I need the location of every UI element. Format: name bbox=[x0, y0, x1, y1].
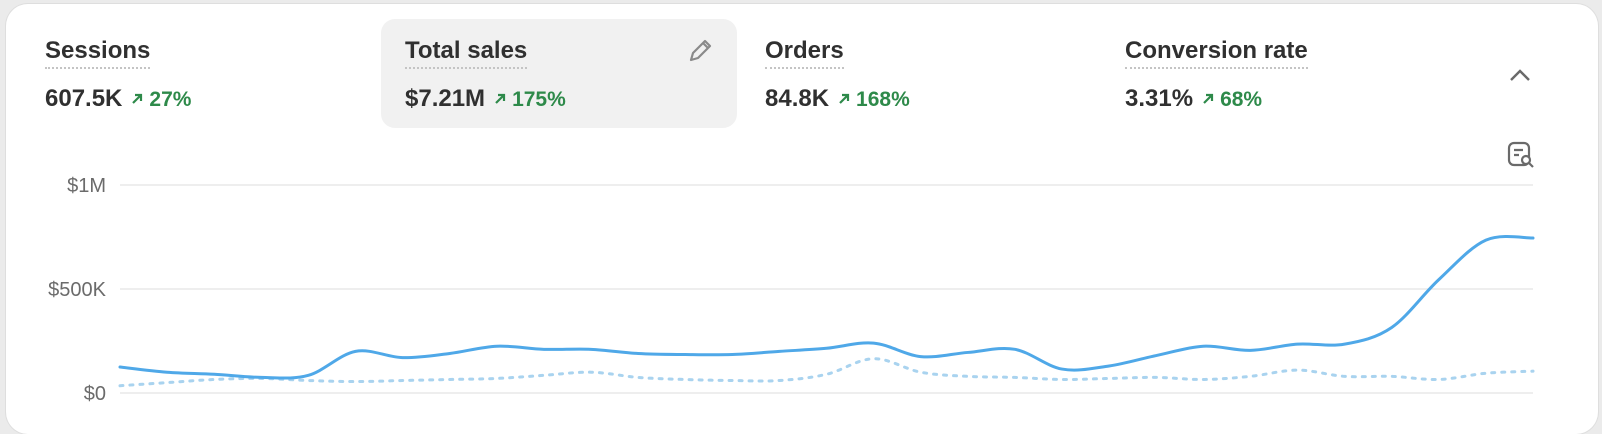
metric-row: 84.8K 168% bbox=[765, 85, 910, 113]
metric-row: $7.21M 175% bbox=[405, 85, 566, 113]
metric-change: 175% bbox=[493, 88, 566, 111]
metric-value: $7.21M bbox=[405, 85, 486, 112]
metric-change: 168% bbox=[837, 88, 910, 111]
y-tick-label: $500K bbox=[48, 279, 106, 301]
metric-row: 3.31% 68% bbox=[1125, 85, 1262, 113]
change-value: 27% bbox=[149, 88, 192, 111]
up-arrow bbox=[495, 93, 506, 104]
up-arrow bbox=[132, 93, 143, 104]
up-arrow bbox=[1203, 93, 1214, 104]
metric-row: 607.5K 27% bbox=[45, 85, 191, 113]
metric-tab[interactable]: Sessions 607.5K 27% bbox=[21, 19, 377, 128]
analytics-card: Sessions 607.5K 27% Total sales $7.21M 175% Or… bbox=[6, 4, 1598, 434]
metric-value: 3.31% bbox=[1125, 85, 1194, 112]
metric-change: 27% bbox=[130, 88, 191, 111]
metric-tab[interactable]: Orders 84.8K 168% bbox=[741, 19, 1097, 128]
up-arrow bbox=[839, 93, 850, 104]
metric-value: 84.8K bbox=[765, 85, 830, 112]
metric-label: Conversion rate bbox=[1125, 37, 1308, 69]
explore-icon[interactable] bbox=[1506, 140, 1536, 170]
metric-label: Orders bbox=[765, 37, 844, 69]
metric-value: 607.5K bbox=[45, 85, 123, 112]
page: Sessions 607.5K 27% Total sales $7.21M 175% Or… bbox=[6, 4, 1598, 434]
collapse-icon[interactable] bbox=[1508, 66, 1532, 84]
change-value: 168% bbox=[856, 88, 910, 111]
metric-tab[interactable]: Conversion rate 3.31% 68% bbox=[1101, 19, 1457, 128]
y-tick-label: $0 bbox=[84, 383, 106, 405]
edit-icon[interactable] bbox=[686, 37, 714, 65]
series-line bbox=[118, 235, 1535, 380]
chart: $0 $500K $1M bbox=[48, 175, 1535, 405]
metric-label: Sessions bbox=[45, 37, 151, 69]
metric-label: Total sales bbox=[405, 37, 528, 69]
change-value: 68% bbox=[1220, 88, 1263, 111]
change-value: 175% bbox=[512, 88, 566, 111]
metric-tab[interactable]: Total sales $7.21M 175% bbox=[381, 19, 737, 128]
y-tick-label: $1M bbox=[67, 175, 106, 197]
metric-change: 68% bbox=[1201, 88, 1262, 111]
